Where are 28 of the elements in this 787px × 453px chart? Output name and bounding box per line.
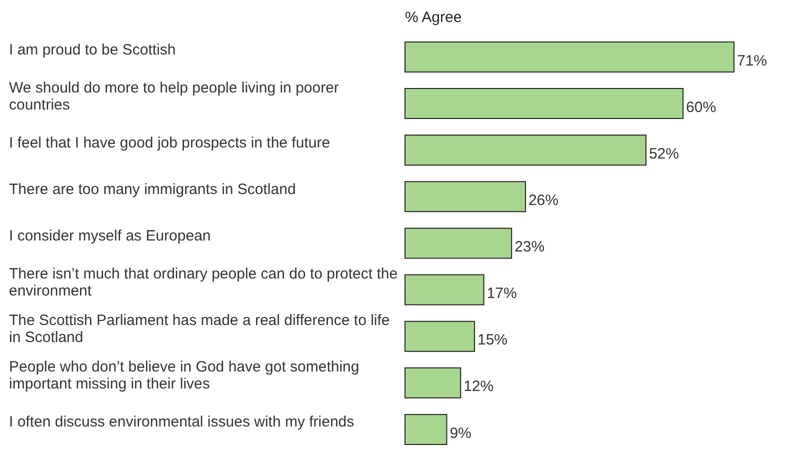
bar [404, 88, 684, 120]
bar [404, 367, 462, 398]
data-label: 17% [486, 285, 517, 302]
bar [404, 274, 484, 306]
data-label: 12% [464, 378, 494, 396]
data-label: 52% [648, 145, 679, 162]
y-tick-label: I consider myself as European [9, 227, 211, 244]
bar [404, 228, 512, 259]
data-label: 9% [450, 424, 472, 442]
bar [404, 181, 526, 212]
y-tick-label: I often discuss environmental issues with my friends [9, 413, 354, 430]
y-tick-label: We should do more to help people living in poorer countries [9, 78, 339, 113]
chart-title: % Agree [404, 8, 463, 28]
data-label: 15% [478, 332, 508, 349]
data-label: 60% [686, 98, 716, 116]
y-tick-label: I feel that I have good job prospects in the future [9, 134, 330, 151]
bar [404, 134, 646, 166]
bar [404, 414, 448, 445]
data-label: 23% [514, 238, 545, 256]
y-tick-label: There are too many immigrants in Scotland [9, 180, 296, 198]
bar [404, 42, 734, 72]
y-tick-label: I am proud to be Scottish [9, 40, 176, 58]
data-label: 26% [528, 192, 559, 209]
y-tick-label: There isn’t much that ordinary people can do to protect the environment [9, 265, 398, 300]
bar [404, 320, 476, 352]
y-tick-label: People who don’t believe in God have got something important missing in their lives [9, 358, 360, 392]
y-tick-label: The Scottish Parliament has made a real difference to life in Scotland [9, 312, 390, 346]
data-label: 71% [737, 52, 768, 70]
